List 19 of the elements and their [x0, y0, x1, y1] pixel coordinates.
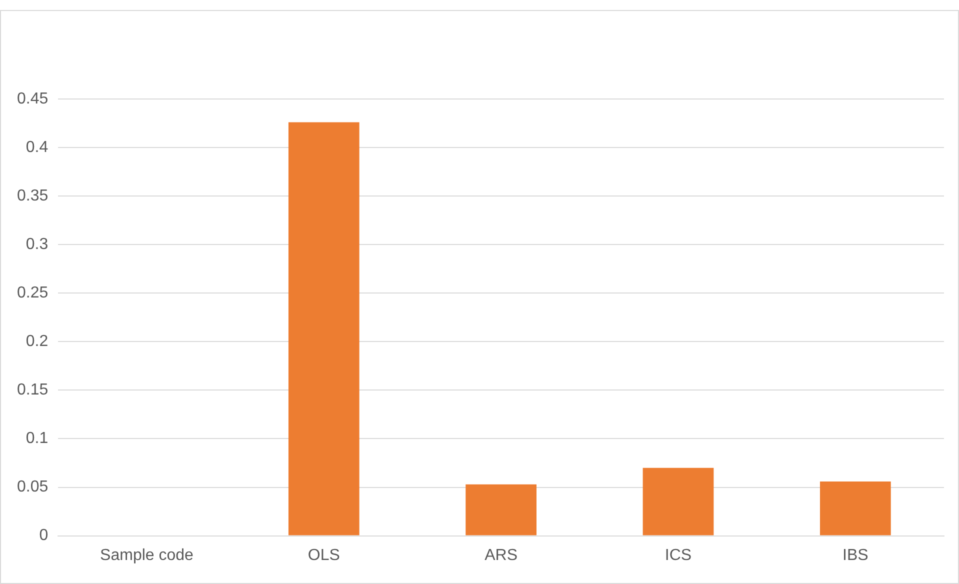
x-tick-label: ARS: [484, 546, 518, 564]
y-tick-label: 0.45: [17, 90, 48, 108]
bar: [642, 468, 714, 536]
x-tick-label: Sample code: [100, 546, 194, 564]
bar: [288, 122, 360, 536]
y-tick-label: 0.3: [26, 236, 48, 254]
y-tick-label: 0.05: [17, 478, 48, 496]
bar: [466, 484, 537, 536]
y-tick-label: 0.2: [26, 333, 48, 350]
y-tick-label: 0.4: [26, 138, 48, 156]
y-tick-label: 0: [39, 527, 48, 544]
y-tick-label: 0.35: [17, 187, 48, 204]
y-tick-label: 0.1: [26, 430, 48, 448]
x-tick-label: IBS: [842, 546, 868, 564]
x-tick-label: ICS: [664, 546, 692, 564]
bar: [820, 481, 891, 536]
x-tick-label: OLS: [308, 546, 340, 564]
y-tick-label: 0.25: [17, 284, 48, 302]
y-tick-label: 0.15: [17, 382, 48, 399]
